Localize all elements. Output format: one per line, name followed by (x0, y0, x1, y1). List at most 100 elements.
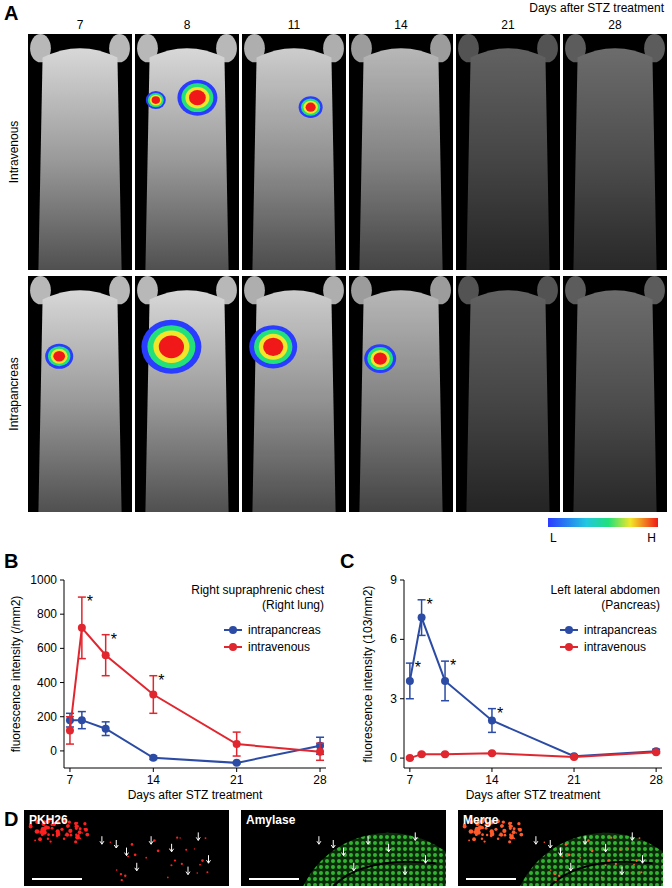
data-point (406, 677, 414, 685)
error-bar (102, 722, 110, 736)
legend-marker (565, 643, 573, 651)
cell-dot (176, 837, 178, 839)
y-tick (60, 750, 64, 751)
cell-dot (639, 837, 641, 839)
heat-blob (189, 90, 206, 105)
error-bar (149, 676, 157, 714)
data-point (316, 748, 324, 756)
y-tick-label: 6 (390, 632, 397, 646)
mouse (351, 276, 451, 512)
mouse (565, 34, 665, 270)
heat-blob (147, 325, 195, 368)
cell-dot (481, 838, 483, 840)
series-line (70, 628, 320, 752)
heat-blob (45, 344, 73, 369)
cell-dot (68, 829, 72, 833)
image-background (349, 276, 453, 512)
cell-dot (47, 838, 49, 840)
x-tick (574, 768, 575, 772)
data-point (441, 750, 449, 758)
cell-dot (78, 830, 82, 834)
cell-dot (554, 873, 556, 875)
cell-dot (65, 833, 69, 837)
cell-dot (79, 827, 82, 830)
fluorescence-image (349, 34, 453, 270)
image-background (24, 810, 229, 886)
fluorescence-image (563, 34, 667, 270)
data-point (233, 759, 241, 767)
data-point (66, 726, 74, 734)
error-cap (441, 660, 449, 662)
column-label: 14 (394, 18, 408, 32)
chart: C71421280369Days after STZ treatmentfluo… (340, 550, 663, 802)
y-axis (64, 580, 65, 768)
data-point (488, 717, 496, 725)
significance-mark: * (427, 596, 433, 613)
cell-dot (558, 875, 560, 877)
arrow-head (352, 868, 356, 871)
error-cap (78, 658, 86, 660)
image-background (28, 34, 132, 270)
series-line (70, 720, 320, 763)
heat-blob (259, 334, 288, 360)
plot-area (406, 600, 660, 762)
image-content (294, 832, 446, 886)
cell-dot (555, 879, 557, 881)
image-content (29, 818, 211, 882)
y-tick-label: 0 (50, 744, 57, 758)
mouse-body (38, 290, 121, 512)
cell-dot (56, 832, 61, 837)
cell-dot (131, 843, 134, 846)
image-label: PKH26 (29, 813, 68, 827)
error-cap (406, 662, 414, 664)
panel-label: C (340, 550, 354, 572)
arrow-head (403, 872, 407, 875)
duct (550, 862, 653, 886)
error-cap (78, 711, 86, 713)
heat-blob (373, 353, 386, 365)
arrow-head (583, 841, 587, 844)
arrow-head (604, 849, 608, 852)
data-point (418, 614, 426, 622)
significance-mark: * (111, 631, 117, 648)
cell-dot (508, 840, 511, 843)
data-point (102, 651, 110, 659)
arrow-head (548, 845, 552, 848)
arrow-head (630, 837, 634, 840)
cell-dot (501, 824, 504, 827)
y-tick (400, 580, 404, 581)
y-tick (400, 698, 404, 699)
fluorescence-image (135, 34, 239, 270)
error-cap (102, 634, 110, 636)
data-point (149, 754, 157, 762)
x-tick-label: 7 (407, 773, 414, 787)
cell-dot (515, 832, 517, 834)
error-bar (488, 709, 496, 733)
image-background (563, 34, 667, 270)
fluorescence-image (563, 276, 667, 512)
cell-dot (608, 859, 610, 861)
data-point (406, 754, 414, 762)
heat-blob (249, 325, 297, 368)
heat-blob (254, 330, 292, 365)
heat-blob (152, 96, 160, 104)
heat-blob (51, 349, 68, 364)
cell-dot (518, 828, 522, 832)
series-line (410, 618, 656, 757)
cell-dot (205, 837, 207, 839)
mouse-body (145, 48, 228, 270)
x-tick-label: 28 (649, 773, 663, 787)
cell-dot (84, 828, 88, 832)
error-bar (66, 717, 74, 744)
x-tick-label: 7 (67, 773, 74, 787)
cell-dot (510, 822, 512, 824)
scale-bar (466, 878, 516, 880)
chart-subtitle: (Pancreas) (601, 598, 660, 612)
error-bar (78, 712, 86, 729)
cell-dot (185, 849, 187, 851)
heat-blob (53, 351, 65, 362)
chart-subtitle: (Right lung) (262, 598, 324, 612)
mouse (244, 276, 344, 512)
cell-dot (121, 879, 123, 881)
arrow-head (196, 837, 200, 840)
